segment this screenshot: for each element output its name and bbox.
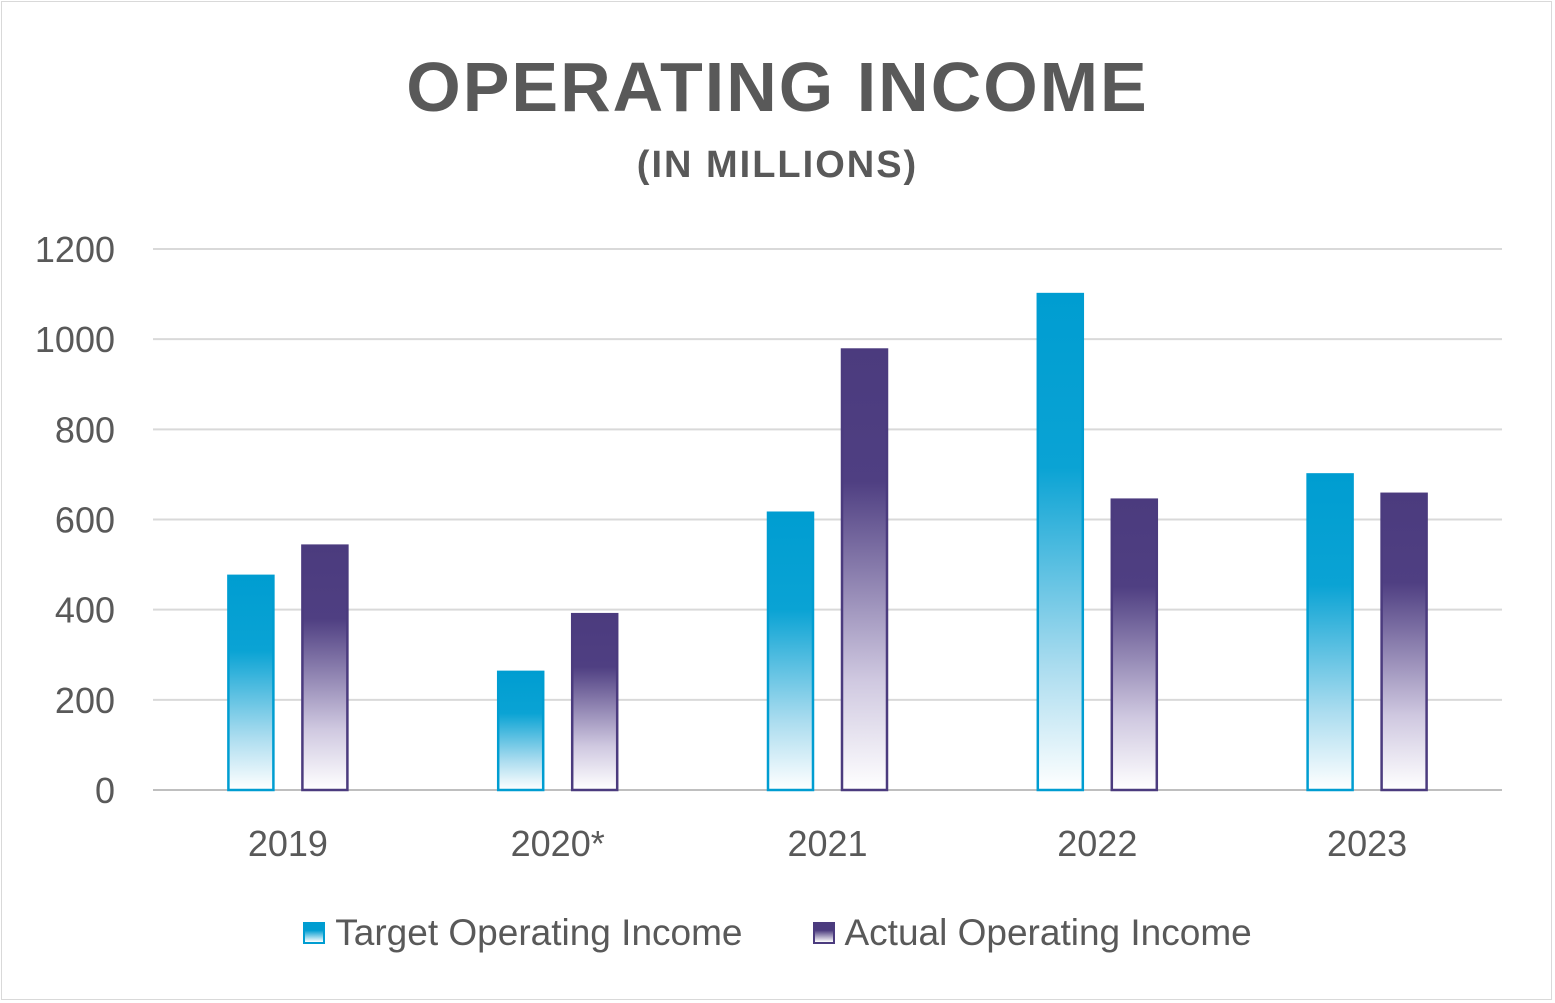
x-axis-ticks: 2019 2020* 2021 2022 2023: [248, 823, 1407, 864]
legend-swatch-target: [303, 922, 326, 944]
bar-target-2023: [1306, 473, 1354, 792]
y-tick-label: 1200: [35, 229, 115, 270]
x-tick-label: 2020*: [511, 823, 605, 864]
bar-actual-2021: [840, 348, 889, 792]
legend-label-actual: Actual Operating Income: [844, 912, 1252, 953]
legend-label-target: Target Operating Income: [335, 912, 743, 953]
x-tick-label: 2022: [1057, 823, 1137, 864]
legend: Target Operating Income Actual Operating…: [0, 912, 1555, 954]
y-axis-ticks: 0 200 400 600 800 1000 1200: [35, 229, 115, 811]
y-tick-label: 0: [95, 770, 115, 811]
bar-actual-2020*: [570, 612, 619, 792]
y-tick-label: 400: [55, 590, 115, 631]
x-tick-label: 2023: [1327, 823, 1407, 864]
y-tick-label: 1000: [35, 319, 115, 360]
chart-title: OPERATING INCOME: [406, 48, 1149, 126]
y-tick-label: 600: [55, 500, 115, 541]
bar-actual-2022: [1110, 498, 1159, 792]
bar-target-2020*: [496, 670, 545, 792]
legend-entry-actual: Actual Operating Income: [812, 912, 1252, 954]
y-tick-label: 200: [55, 680, 115, 721]
bar-target-2019: [227, 574, 275, 792]
chart-subtitle: (IN MILLIONS): [636, 144, 919, 186]
x-tick-label: 2019: [248, 823, 328, 864]
x-tick-label: 2021: [787, 823, 867, 864]
gridlines: [153, 248, 1502, 791]
legend-entry-target: Target Operating Income: [303, 912, 743, 954]
y-tick-label: 800: [55, 409, 115, 450]
legend-swatch-actual: [812, 922, 835, 944]
bar-actual-2023: [1380, 492, 1428, 792]
bar-actual-2019: [301, 544, 349, 792]
bar-target-2021: [766, 511, 815, 792]
bars: [227, 292, 1428, 792]
bar-target-2022: [1036, 292, 1085, 792]
